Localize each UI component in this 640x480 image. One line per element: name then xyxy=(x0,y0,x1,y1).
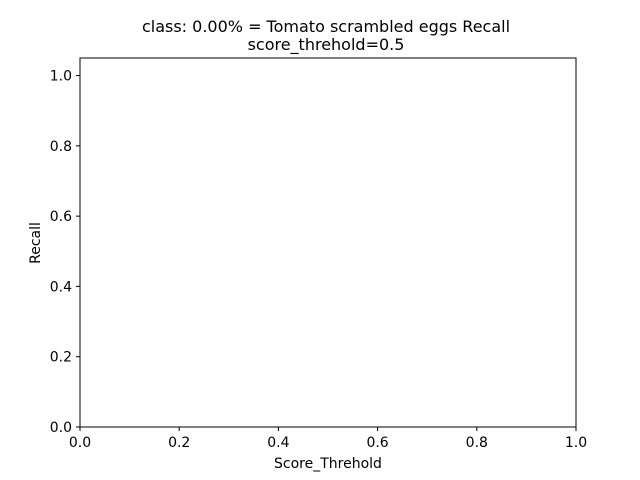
y-axis-label: Recall xyxy=(28,222,44,264)
x-tick-label: 0.8 xyxy=(466,435,488,451)
y-tick-label: 0.8 xyxy=(50,139,72,155)
y-tick-label: 0.2 xyxy=(50,350,72,366)
x-tick-label: 0.6 xyxy=(366,435,388,451)
x-tick-label: 0.4 xyxy=(267,435,289,451)
y-tick-label: 0.4 xyxy=(50,279,72,295)
y-axis: 0.0 0.2 0.4 0.6 0.8 1.0 xyxy=(50,69,80,436)
x-axis-label: Score_Threhold xyxy=(274,456,382,472)
x-tick-label: 1.0 xyxy=(565,435,587,451)
plot-area xyxy=(79,57,577,428)
chart-subtitle: score_threhold=0.5 xyxy=(248,35,405,55)
x-axis: 0.0 0.2 0.4 0.6 0.8 1.0 xyxy=(69,427,587,451)
x-tick-label: 0.0 xyxy=(69,435,91,451)
chart-title: class: 0.00% = Tomato scrambled eggs Rec… xyxy=(142,17,510,36)
y-tick-label: 1.0 xyxy=(50,69,72,85)
y-tick-label: 0.0 xyxy=(50,420,72,436)
y-tick-label: 0.6 xyxy=(50,209,72,225)
x-tick-label: 0.2 xyxy=(168,435,190,451)
